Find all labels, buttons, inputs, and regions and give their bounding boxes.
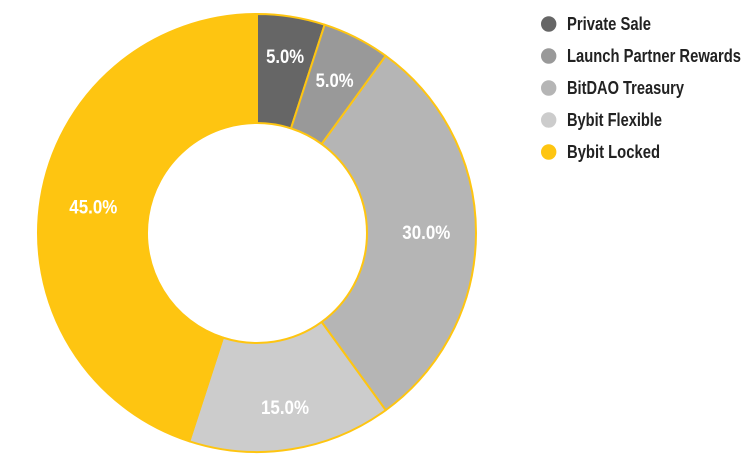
svg-text:15.0%: 15.0%: [261, 397, 309, 419]
svg-text:Bybit Locked: Bybit Locked: [567, 142, 660, 162]
svg-text:Bybit Flexible: Bybit Flexible: [567, 110, 662, 130]
svg-text:5.0%: 5.0%: [266, 46, 304, 68]
svg-text:30.0%: 30.0%: [402, 222, 450, 244]
svg-text:5.0%: 5.0%: [316, 70, 354, 92]
svg-text:BitDAO Treasury: BitDAO Treasury: [567, 78, 684, 98]
svg-text:Private Sale: Private Sale: [567, 14, 651, 34]
svg-text:45.0%: 45.0%: [69, 197, 117, 219]
svg-text:Launch Partner Rewards: Launch Partner Rewards: [567, 46, 741, 66]
